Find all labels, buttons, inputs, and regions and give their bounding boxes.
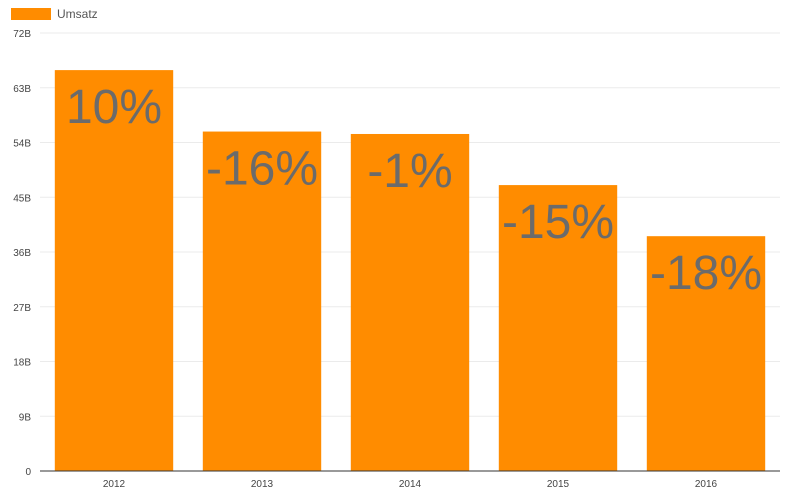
bars: 10% -16% -1% -15% -18% (54, 70, 766, 472)
y-tick-label: 36B (13, 248, 31, 259)
y-tick-label: 63B (13, 84, 31, 95)
bar-2013 (202, 131, 322, 472)
bar-2014 (350, 133, 470, 471)
y-tick-label: 0 (25, 467, 31, 478)
x-tick-label: 2012 (103, 479, 126, 490)
y-tick-label: 45B (13, 193, 31, 204)
y-tick-label: 27B (13, 303, 31, 314)
y-tick-label: 72B (13, 29, 31, 40)
x-tick-label: 2016 (695, 479, 718, 490)
bar-label-2013: -16% (206, 143, 318, 196)
x-axis: 2012 2013 2014 2015 2016 (40, 470, 780, 490)
bar-label-2015: -15% (502, 196, 614, 249)
y-tick-label: 18B (13, 358, 31, 369)
x-tick-label: 2015 (547, 479, 570, 490)
legend: Umsatz (11, 7, 98, 21)
legend-label-umsatz: Umsatz (57, 7, 98, 21)
bar-2015 (498, 185, 618, 472)
y-tick-label: 54B (13, 139, 31, 150)
bar-2016 (646, 236, 766, 471)
bar-2012 (54, 70, 174, 471)
bar-label-2014: -1% (367, 145, 452, 198)
x-tick-label: 2013 (251, 479, 274, 490)
y-axis: 0 9B 18B 27B 36B 45B 54B 63B 72B (13, 29, 31, 478)
bar-label-2016: -18% (650, 247, 762, 300)
y-tick-label: 9B (19, 412, 32, 423)
x-tick-label: 2014 (399, 479, 422, 490)
bar-label-2012: 10% (66, 81, 162, 134)
legend-swatch-umsatz (11, 8, 51, 20)
